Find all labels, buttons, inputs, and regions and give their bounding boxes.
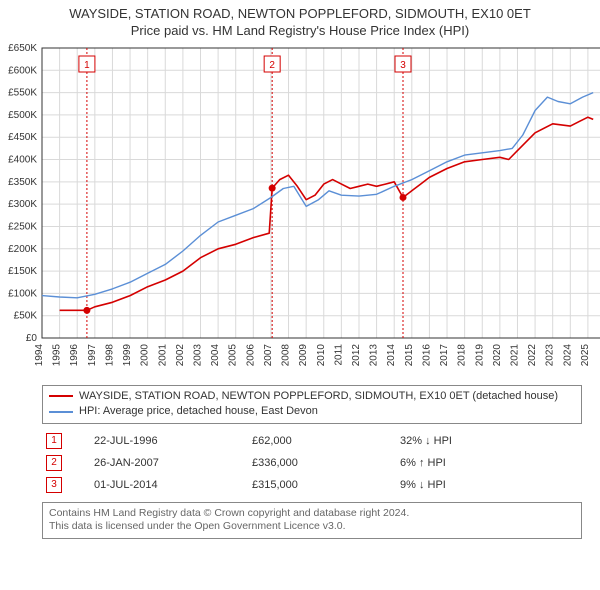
svg-text:2022: 2022	[527, 343, 538, 366]
table-row: 2 26-JAN-2007£336,0006% ↑ HPI	[42, 452, 582, 474]
svg-text:2012: 2012	[351, 343, 362, 366]
event-date: 01-JUL-2014	[90, 474, 248, 496]
table-row: 3 01-JUL-2014£315,0009% ↓ HPI	[42, 474, 582, 496]
legend-swatch	[49, 411, 73, 413]
title-line-1: WAYSIDE, STATION ROAD, NEWTON POPPLEFORD…	[0, 6, 600, 23]
legend-swatch	[49, 395, 73, 397]
legend-label: HPI: Average price, detached house, East…	[79, 404, 318, 419]
event-price: £62,000	[248, 430, 396, 452]
svg-text:1998: 1998	[104, 343, 115, 366]
footnote-line-1: Contains HM Land Registry data © Crown c…	[49, 507, 575, 521]
svg-text:2013: 2013	[369, 343, 380, 366]
event-date: 22-JUL-1996	[90, 430, 248, 452]
svg-text:2019: 2019	[474, 343, 485, 366]
svg-text:2006: 2006	[245, 343, 256, 366]
svg-text:2000: 2000	[140, 343, 151, 366]
event-date: 26-JAN-2007	[90, 452, 248, 474]
svg-text:£50K: £50K	[14, 310, 38, 321]
svg-text:£450K: £450K	[8, 132, 37, 143]
svg-text:2: 2	[269, 60, 275, 71]
legend-label: WAYSIDE, STATION ROAD, NEWTON POPPLEFORD…	[79, 389, 558, 404]
chart-title: WAYSIDE, STATION ROAD, NEWTON POPPLEFORD…	[0, 0, 600, 40]
event-price: £315,000	[248, 474, 396, 496]
footnote-line-2: This data is licensed under the Open Gov…	[49, 520, 575, 534]
svg-text:£600K: £600K	[8, 65, 37, 76]
legend-item: HPI: Average price, detached house, East…	[49, 404, 575, 419]
svg-text:£300K: £300K	[8, 199, 37, 210]
event-number-box: 3	[46, 477, 62, 493]
event-delta: 6% ↑ HPI	[396, 452, 582, 474]
legend: WAYSIDE, STATION ROAD, NEWTON POPPLEFORD…	[42, 385, 582, 424]
svg-text:£150K: £150K	[8, 266, 37, 277]
table-row: 1 22-JUL-1996£62,00032% ↓ HPI	[42, 430, 582, 452]
svg-text:2008: 2008	[281, 343, 292, 366]
svg-text:£500K: £500K	[8, 110, 37, 121]
svg-text:2024: 2024	[562, 343, 573, 366]
chart-area: £0 £50K £100K £150K £200K £250K £300K £350K £400…	[0, 40, 600, 381]
legend-item: WAYSIDE, STATION ROAD, NEWTON POPPLEFORD…	[49, 389, 575, 404]
svg-text:2016: 2016	[421, 343, 432, 366]
svg-text:2002: 2002	[175, 343, 186, 366]
svg-text:2020: 2020	[492, 343, 503, 366]
event-delta: 9% ↓ HPI	[396, 474, 582, 496]
event-delta: 32% ↓ HPI	[396, 430, 582, 452]
svg-text:£100K: £100K	[8, 288, 37, 299]
events-table: 1 22-JUL-1996£62,00032% ↓ HPI 2 26-JAN-2007…	[42, 430, 582, 496]
svg-text:2014: 2014	[386, 343, 397, 366]
svg-text:2015: 2015	[404, 343, 415, 366]
svg-text:2021: 2021	[509, 343, 520, 366]
svg-text:£0: £0	[26, 333, 38, 344]
svg-text:2009: 2009	[298, 343, 309, 366]
svg-text:2005: 2005	[228, 343, 239, 366]
title-line-2: Price paid vs. HM Land Registry's House …	[0, 23, 600, 40]
svg-text:1995: 1995	[52, 343, 63, 366]
svg-text:1997: 1997	[87, 343, 98, 366]
svg-text:2017: 2017	[439, 343, 450, 366]
svg-text:1994: 1994	[34, 343, 45, 366]
svg-text:2025: 2025	[580, 343, 591, 366]
event-price: £336,000	[248, 452, 396, 474]
svg-text:3: 3	[400, 60, 406, 71]
svg-text:2001: 2001	[157, 343, 168, 366]
svg-text:£400K: £400K	[8, 154, 37, 165]
svg-text:£650K: £650K	[8, 43, 37, 54]
svg-text:2011: 2011	[333, 343, 344, 365]
svg-text:2023: 2023	[545, 343, 556, 366]
svg-text:1999: 1999	[122, 343, 133, 366]
event-number-box: 1	[46, 433, 62, 449]
line-chart: £0 £50K £100K £150K £200K £250K £300K £350K £400…	[0, 40, 600, 376]
event-number-box: 2	[46, 455, 62, 471]
svg-text:£200K: £200K	[8, 244, 37, 255]
svg-text:1996: 1996	[69, 343, 80, 366]
svg-text:2018: 2018	[457, 343, 468, 366]
svg-text:2004: 2004	[210, 343, 221, 366]
svg-text:2007: 2007	[263, 343, 274, 366]
svg-text:£350K: £350K	[8, 177, 37, 188]
svg-text:2003: 2003	[192, 343, 203, 366]
svg-text:1: 1	[84, 60, 90, 71]
attribution-footnote: Contains HM Land Registry data © Crown c…	[42, 502, 582, 539]
svg-text:£250K: £250K	[8, 221, 37, 232]
svg-text:2010: 2010	[316, 343, 327, 366]
svg-text:£550K: £550K	[8, 87, 37, 98]
